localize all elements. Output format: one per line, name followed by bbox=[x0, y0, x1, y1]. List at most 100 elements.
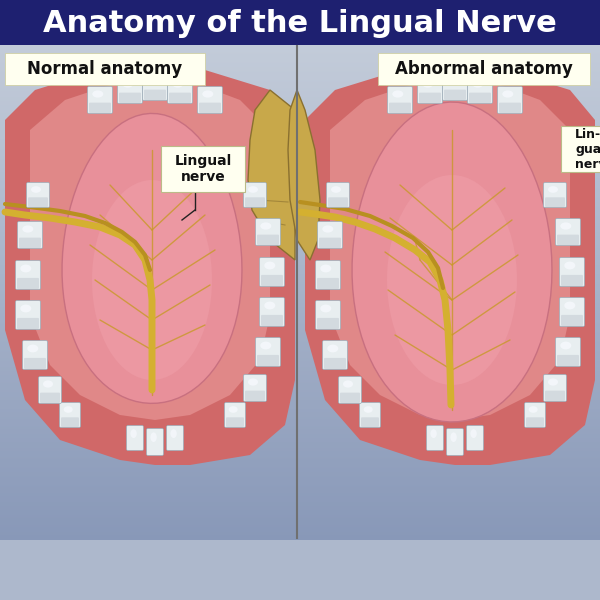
Bar bbox=[0, 213, 600, 214]
Ellipse shape bbox=[387, 175, 517, 385]
Bar bbox=[0, 397, 600, 398]
Bar bbox=[0, 155, 600, 156]
Ellipse shape bbox=[31, 186, 41, 193]
Bar bbox=[0, 179, 600, 180]
FancyBboxPatch shape bbox=[561, 315, 583, 326]
Bar bbox=[0, 370, 600, 371]
FancyBboxPatch shape bbox=[40, 392, 60, 403]
Text: Anatomy of the Lingual Nerve: Anatomy of the Lingual Nerve bbox=[43, 8, 557, 37]
Bar bbox=[0, 510, 600, 511]
Bar bbox=[0, 338, 600, 339]
Bar bbox=[0, 308, 600, 309]
Bar bbox=[0, 71, 600, 72]
Bar bbox=[0, 379, 600, 380]
Ellipse shape bbox=[564, 262, 575, 269]
Bar bbox=[0, 33, 600, 34]
Bar bbox=[0, 246, 600, 247]
Bar bbox=[0, 217, 600, 218]
Bar bbox=[0, 67, 600, 68]
Bar bbox=[0, 491, 600, 492]
Bar bbox=[0, 86, 600, 87]
Bar bbox=[0, 136, 600, 137]
Ellipse shape bbox=[392, 91, 403, 98]
FancyBboxPatch shape bbox=[256, 218, 281, 245]
Bar bbox=[0, 107, 600, 108]
Bar bbox=[0, 347, 600, 348]
Bar bbox=[0, 26, 600, 27]
FancyBboxPatch shape bbox=[556, 337, 581, 367]
Bar bbox=[0, 353, 600, 354]
Bar bbox=[0, 496, 600, 497]
Ellipse shape bbox=[560, 341, 571, 349]
Bar bbox=[0, 356, 600, 357]
Bar bbox=[0, 259, 600, 260]
Bar bbox=[0, 387, 600, 388]
Bar bbox=[0, 204, 600, 205]
Bar bbox=[0, 134, 600, 135]
Bar bbox=[0, 517, 600, 518]
Bar bbox=[0, 216, 600, 217]
Text: Lingual
nerve: Lingual nerve bbox=[175, 154, 232, 184]
Bar bbox=[0, 59, 600, 60]
Bar bbox=[0, 415, 600, 416]
Bar bbox=[0, 73, 600, 74]
Bar bbox=[0, 485, 600, 486]
Bar bbox=[0, 293, 600, 294]
Bar bbox=[0, 484, 600, 485]
Bar bbox=[0, 127, 600, 128]
Bar bbox=[0, 445, 600, 446]
FancyBboxPatch shape bbox=[389, 103, 411, 113]
Bar bbox=[0, 376, 600, 377]
Bar bbox=[0, 7, 600, 8]
Bar bbox=[0, 53, 600, 54]
Bar bbox=[0, 142, 600, 143]
Bar bbox=[0, 16, 600, 17]
FancyBboxPatch shape bbox=[261, 275, 283, 286]
Bar bbox=[0, 346, 600, 347]
Polygon shape bbox=[330, 82, 570, 420]
Bar bbox=[0, 478, 600, 479]
FancyBboxPatch shape bbox=[326, 182, 349, 208]
FancyBboxPatch shape bbox=[26, 182, 49, 208]
Bar bbox=[0, 362, 600, 363]
Bar bbox=[0, 316, 600, 317]
Bar bbox=[0, 516, 600, 517]
Bar bbox=[0, 425, 600, 426]
Bar bbox=[0, 369, 600, 370]
Bar bbox=[0, 98, 600, 99]
Bar bbox=[0, 467, 600, 468]
Bar bbox=[0, 373, 600, 374]
Bar bbox=[0, 528, 600, 529]
Bar bbox=[0, 117, 600, 118]
Bar bbox=[0, 105, 600, 106]
FancyBboxPatch shape bbox=[560, 257, 584, 286]
Bar bbox=[0, 303, 600, 304]
FancyBboxPatch shape bbox=[224, 403, 245, 427]
Bar bbox=[0, 100, 600, 101]
Bar bbox=[0, 495, 600, 496]
Bar bbox=[0, 449, 600, 450]
Bar bbox=[0, 512, 600, 513]
FancyBboxPatch shape bbox=[561, 275, 583, 286]
Bar bbox=[0, 302, 600, 303]
Bar bbox=[0, 171, 600, 172]
Bar bbox=[0, 273, 600, 274]
Bar bbox=[0, 132, 600, 133]
Bar bbox=[0, 281, 600, 282]
Text: Lin-
gual
nerve: Lin- gual nerve bbox=[575, 127, 600, 170]
Bar bbox=[0, 460, 600, 461]
Bar bbox=[0, 56, 600, 57]
Bar bbox=[0, 27, 600, 28]
Bar bbox=[0, 530, 600, 531]
Bar bbox=[0, 472, 600, 473]
Polygon shape bbox=[5, 65, 295, 465]
Bar bbox=[0, 291, 600, 292]
Bar bbox=[0, 72, 600, 73]
FancyBboxPatch shape bbox=[317, 221, 343, 248]
Bar bbox=[0, 327, 600, 328]
Bar bbox=[0, 283, 600, 284]
Bar bbox=[0, 525, 600, 526]
Bar bbox=[0, 49, 600, 50]
Bar bbox=[0, 315, 600, 316]
Bar bbox=[0, 115, 600, 116]
